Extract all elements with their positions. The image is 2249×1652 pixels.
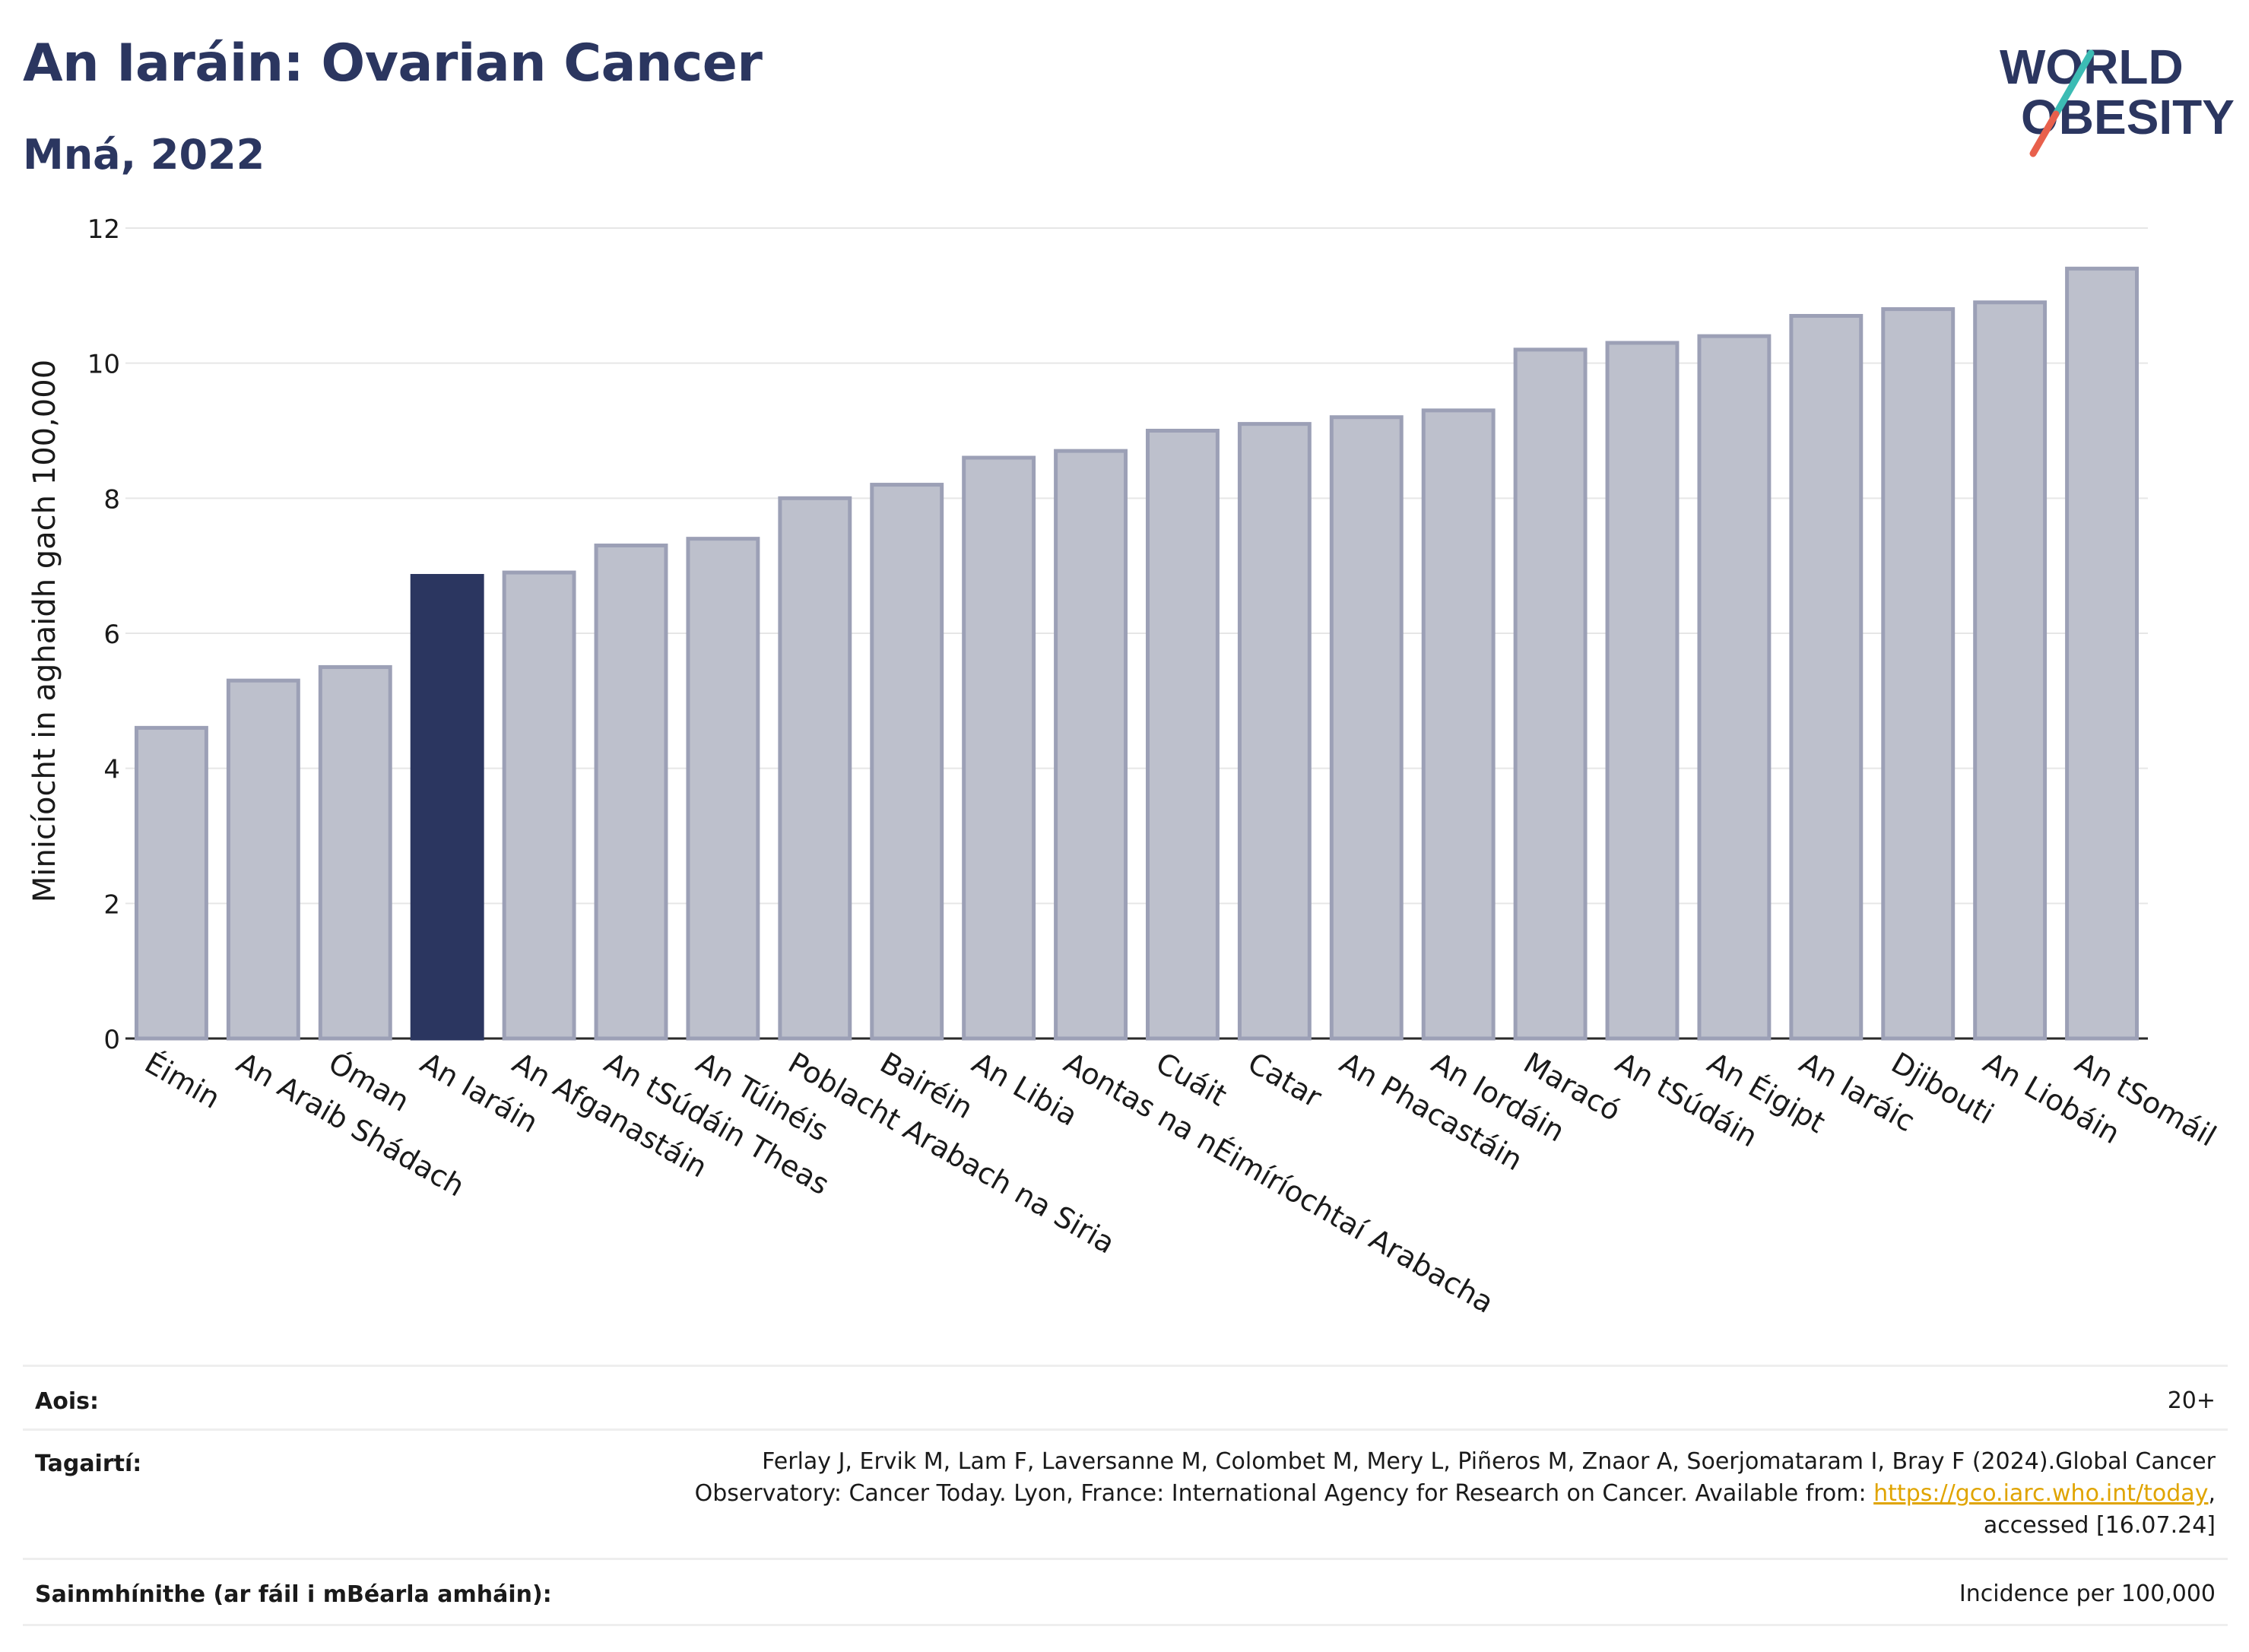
bar-10 xyxy=(1054,449,1128,1041)
y-tick-label: 6 xyxy=(103,620,120,650)
y-tick-label: 4 xyxy=(103,755,120,785)
info-row-age: Aois: 20+ xyxy=(23,1365,2228,1431)
bar-7 xyxy=(778,496,852,1041)
refs-line2-text: Observatory: Cancer Today. Lyon, France:… xyxy=(694,1480,1874,1507)
info-row-refs: Tagairtí: Ferlay J, Ervik M, Lam F, Lave… xyxy=(23,1428,2228,1560)
chart-title: An Iaráin: Ovarian Cancer xyxy=(23,33,763,94)
bar-16 xyxy=(1605,341,1680,1041)
y-tick-label: 2 xyxy=(103,889,120,920)
refs-line1: Ferlay J, Ervik M, Lam F, Laversanne M, … xyxy=(762,1448,2216,1475)
x-tick-label: Catar xyxy=(1242,1046,1328,1115)
bar-13 xyxy=(1329,415,1404,1041)
bar-1 xyxy=(226,678,300,1041)
bar-0 xyxy=(135,725,208,1041)
bar-20 xyxy=(1973,300,2048,1041)
refs-line2: Observatory: Cancer Today. Lyon, France:… xyxy=(695,1478,2216,1510)
x-tick-label: An Libia xyxy=(966,1046,1083,1133)
age-value: 20+ xyxy=(2167,1387,2216,1414)
x-tick-label: Éimin xyxy=(139,1046,226,1115)
bar-21 xyxy=(2065,266,2139,1041)
bar-6 xyxy=(686,537,760,1041)
refs-line2-end: , xyxy=(2208,1480,2216,1507)
defs-value: Incidence per 100,000 xyxy=(1959,1581,2216,1607)
bar-18 xyxy=(1789,313,1864,1041)
bar-17 xyxy=(1697,334,1772,1041)
info-row-defs: Sainmhínithe (ar fáil i mBéarla amháin):… xyxy=(23,1558,2228,1626)
refs-line3: accessed [16.07.24] xyxy=(1983,1512,2216,1539)
y-tick-label: 12 xyxy=(87,214,120,245)
bar-3 xyxy=(410,573,484,1041)
bars xyxy=(135,266,2139,1041)
world-obesity-logo: WORLD OBESITY xyxy=(2000,40,2235,157)
bar-8 xyxy=(870,483,944,1041)
y-tick-label: 0 xyxy=(103,1025,120,1055)
defs-label: Sainmhínithe (ar fáil i mBéarla amháin): xyxy=(35,1581,552,1608)
y-tick-label: 10 xyxy=(87,350,120,380)
chart-subtitle: Mná, 2022 xyxy=(23,131,265,179)
bar-5 xyxy=(594,544,668,1041)
bar-11 xyxy=(1146,429,1220,1041)
refs-label: Tagairtí: xyxy=(35,1451,142,1477)
refs-link[interactable]: https://gco.iarc.who.int/today xyxy=(1873,1480,2209,1507)
age-label: Aois: xyxy=(35,1388,99,1415)
y-axis-label: Minicíocht in aghaidh gach 100,000 xyxy=(27,360,62,902)
bar-9 xyxy=(962,455,1036,1041)
bar-19 xyxy=(1881,307,1956,1041)
bar-15 xyxy=(1513,347,1588,1041)
y-tick-label: 8 xyxy=(103,484,120,515)
bar-12 xyxy=(1237,422,1312,1041)
refs-value: Ferlay J, Ervik M, Lam F, Laversanne M, … xyxy=(695,1446,2216,1542)
y-tick-labels: 0 2 4 6 8 10 12 xyxy=(87,214,120,1055)
bar-14 xyxy=(1421,408,1496,1041)
logo-line1: WORLD xyxy=(2000,40,2184,94)
bar-4 xyxy=(502,570,576,1041)
bar-2 xyxy=(318,664,392,1041)
